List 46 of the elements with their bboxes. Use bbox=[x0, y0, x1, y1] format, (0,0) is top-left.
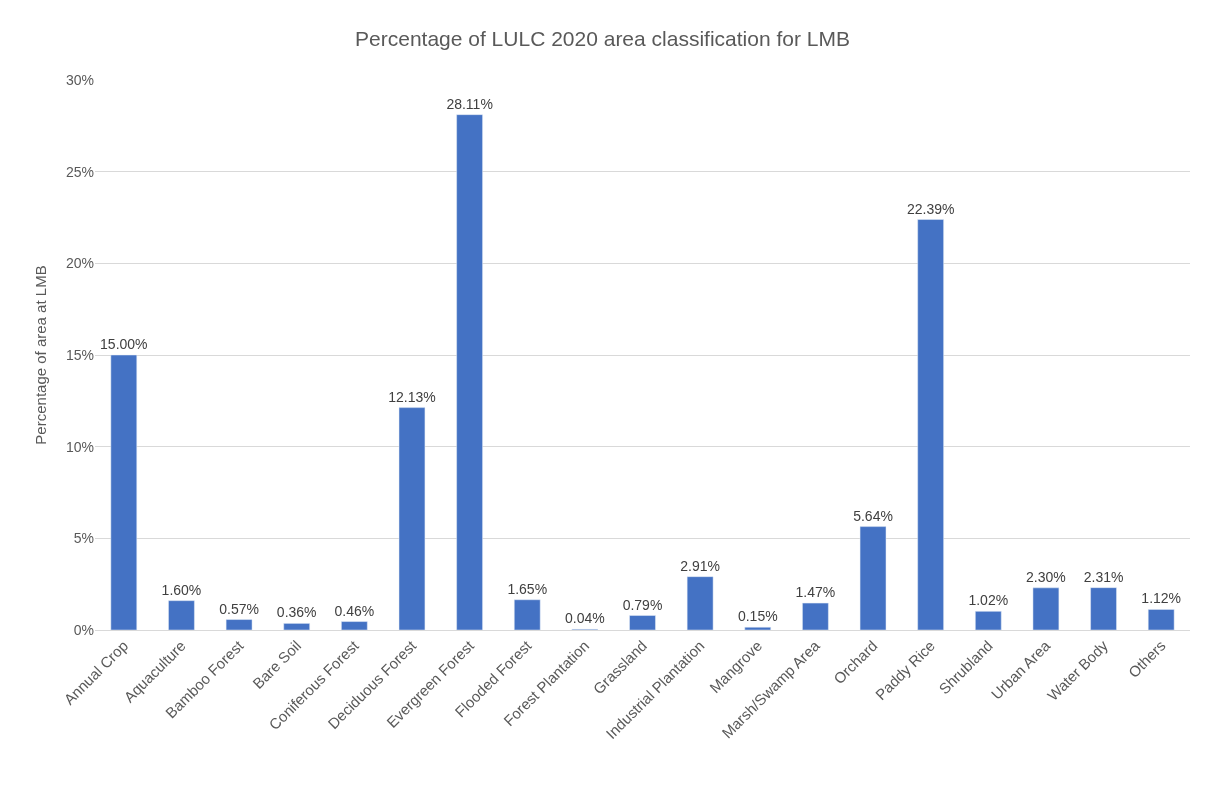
chart-title: Percentage of LULC 2020 area classification for LMB bbox=[355, 27, 850, 51]
data-label: 0.04% bbox=[565, 610, 605, 627]
bar bbox=[802, 602, 829, 630]
data-label: 0.36% bbox=[276, 604, 317, 621]
data-label: 2.30% bbox=[1026, 568, 1066, 585]
bar bbox=[1090, 587, 1117, 630]
bar bbox=[456, 114, 483, 630]
bar bbox=[514, 599, 541, 630]
data-label: 22.39% bbox=[906, 200, 955, 217]
y-tick-label: 25% bbox=[65, 163, 94, 180]
data-label: 12.13% bbox=[388, 388, 436, 405]
data-label: 1.02% bbox=[968, 592, 1009, 609]
bar bbox=[686, 576, 714, 630]
data-label: 1.65% bbox=[507, 580, 548, 597]
bar bbox=[110, 354, 138, 630]
y-tick-label: 15% bbox=[65, 346, 94, 363]
data-label: 0.79% bbox=[622, 596, 663, 613]
data-label: 1.12% bbox=[1141, 590, 1182, 607]
y-tick-label: 5% bbox=[73, 530, 94, 547]
data-label: 1.60% bbox=[161, 581, 202, 598]
data-label: 5.64% bbox=[853, 507, 893, 524]
data-label: 28.11% bbox=[446, 95, 493, 112]
data-label: 0.15% bbox=[737, 608, 778, 625]
bar bbox=[744, 627, 771, 630]
bar bbox=[1147, 609, 1175, 630]
bar bbox=[975, 611, 1002, 630]
y-tick-label: 10% bbox=[65, 438, 94, 455]
data-label: 2.31% bbox=[1083, 568, 1124, 585]
data-label: 15.00% bbox=[100, 336, 148, 352]
bar bbox=[859, 526, 887, 630]
bar bbox=[168, 600, 195, 630]
bar bbox=[341, 621, 368, 630]
data-label: 0.46% bbox=[334, 602, 375, 619]
bar bbox=[917, 219, 944, 630]
y-tick-label: 30% bbox=[65, 71, 94, 88]
data-label: 0.57% bbox=[219, 600, 259, 617]
y-axis-title: Percentage of area at LMB bbox=[32, 265, 50, 445]
y-tick-label: 20% bbox=[65, 255, 94, 272]
y-tick-label: 0% bbox=[73, 621, 94, 638]
bar bbox=[1032, 587, 1060, 630]
bar bbox=[629, 615, 656, 630]
data-label: 2.91% bbox=[680, 557, 720, 574]
bar bbox=[283, 623, 310, 630]
bar bbox=[398, 407, 426, 630]
bar bbox=[225, 619, 253, 630]
data-label: 1.47% bbox=[795, 584, 836, 601]
